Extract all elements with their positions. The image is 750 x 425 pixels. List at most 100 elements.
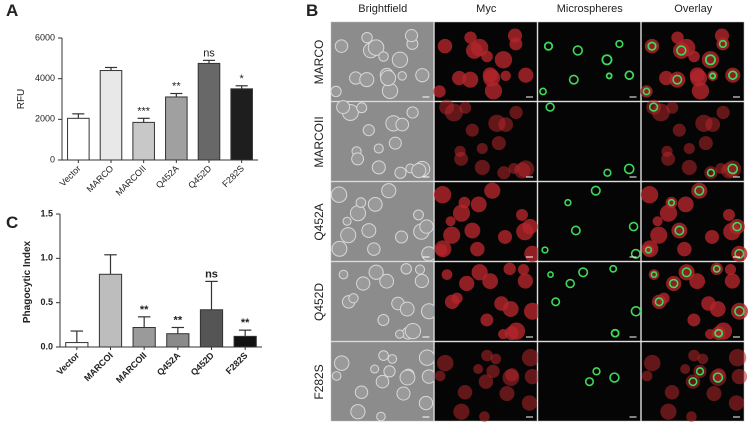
cell (414, 264, 426, 275)
micrograph (433, 181, 541, 262)
cell (661, 151, 676, 166)
cell (497, 166, 511, 180)
cell (681, 159, 697, 175)
cell (388, 136, 402, 150)
cell (672, 123, 686, 137)
micrograph (330, 261, 437, 342)
cell (330, 85, 342, 98)
cell (498, 329, 509, 340)
cell (395, 230, 409, 244)
bead (545, 102, 555, 112)
cell (342, 216, 352, 226)
bead (681, 267, 692, 278)
cell (685, 374, 701, 389)
cell (383, 365, 396, 378)
bead (541, 246, 549, 254)
y-tick-label: 0.5 (40, 297, 53, 307)
bead (547, 271, 554, 278)
cell (457, 385, 473, 400)
micrograph (641, 341, 748, 422)
cell (481, 349, 493, 362)
cell (356, 276, 371, 291)
cell (666, 101, 679, 114)
y-axis-title: Phagocytic Index (22, 240, 33, 323)
cell (395, 329, 405, 339)
cell (659, 204, 678, 222)
cell (729, 218, 745, 235)
cell (484, 182, 501, 199)
cell (686, 411, 697, 422)
cell (470, 241, 485, 257)
cell (331, 371, 342, 381)
significance-label: ** (172, 81, 181, 93)
panel-label: C (6, 213, 18, 232)
cell (356, 102, 368, 114)
bead (543, 41, 554, 51)
cell (697, 353, 709, 365)
cell (348, 293, 359, 304)
bead (592, 367, 601, 376)
cell (350, 404, 366, 420)
cell (441, 269, 453, 280)
cell (658, 292, 670, 304)
bead (590, 185, 601, 196)
bead (667, 198, 676, 207)
cell (500, 70, 511, 82)
image-background (537, 341, 641, 422)
significance-label: ** (174, 314, 183, 326)
column-header: Myc (476, 3, 497, 15)
cell (689, 273, 706, 290)
micrograph (330, 100, 434, 182)
cell (714, 322, 733, 340)
bar (233, 335, 257, 348)
cell (503, 262, 516, 276)
y-tick-label: 1.5 (40, 208, 53, 218)
cell (640, 186, 659, 204)
bead (630, 248, 641, 259)
significance-label: ns (203, 47, 215, 59)
micrograph (330, 181, 437, 262)
cell (514, 162, 531, 179)
cell (437, 38, 453, 54)
cell (387, 354, 398, 364)
y-axis-title: RFU (16, 89, 27, 110)
cell (509, 105, 523, 120)
cell (418, 395, 434, 411)
cell (476, 142, 488, 155)
bead (688, 377, 698, 387)
x-tick-label: Q452A (155, 350, 183, 378)
micrograph (640, 181, 748, 262)
cell (728, 348, 747, 367)
cell (359, 72, 375, 88)
bead (609, 264, 618, 273)
bead (709, 72, 717, 80)
cell (688, 349, 700, 362)
y-tick-label: 1.0 (40, 253, 53, 263)
micrograph (641, 261, 748, 342)
column-header: Brightfield (358, 3, 407, 15)
bead (705, 54, 716, 66)
cell (484, 82, 503, 100)
bead (624, 70, 635, 80)
cell (415, 68, 430, 83)
micrograph (537, 261, 642, 342)
cell (349, 205, 367, 222)
cell (367, 242, 381, 256)
cell (650, 226, 668, 244)
cell (443, 226, 461, 244)
bead (623, 163, 635, 175)
cell (474, 159, 490, 175)
bar (199, 309, 224, 348)
x-tick-label: F282S (224, 350, 250, 376)
cell (507, 28, 523, 43)
cell (340, 227, 357, 244)
x-tick-label: MARCOII (114, 163, 148, 197)
bar (166, 333, 190, 348)
cell (517, 264, 530, 276)
cell (523, 302, 541, 320)
cell (459, 275, 475, 292)
cell (419, 219, 434, 234)
image-background (537, 261, 641, 342)
row-header: F282S (312, 364, 326, 399)
bead (584, 377, 595, 387)
